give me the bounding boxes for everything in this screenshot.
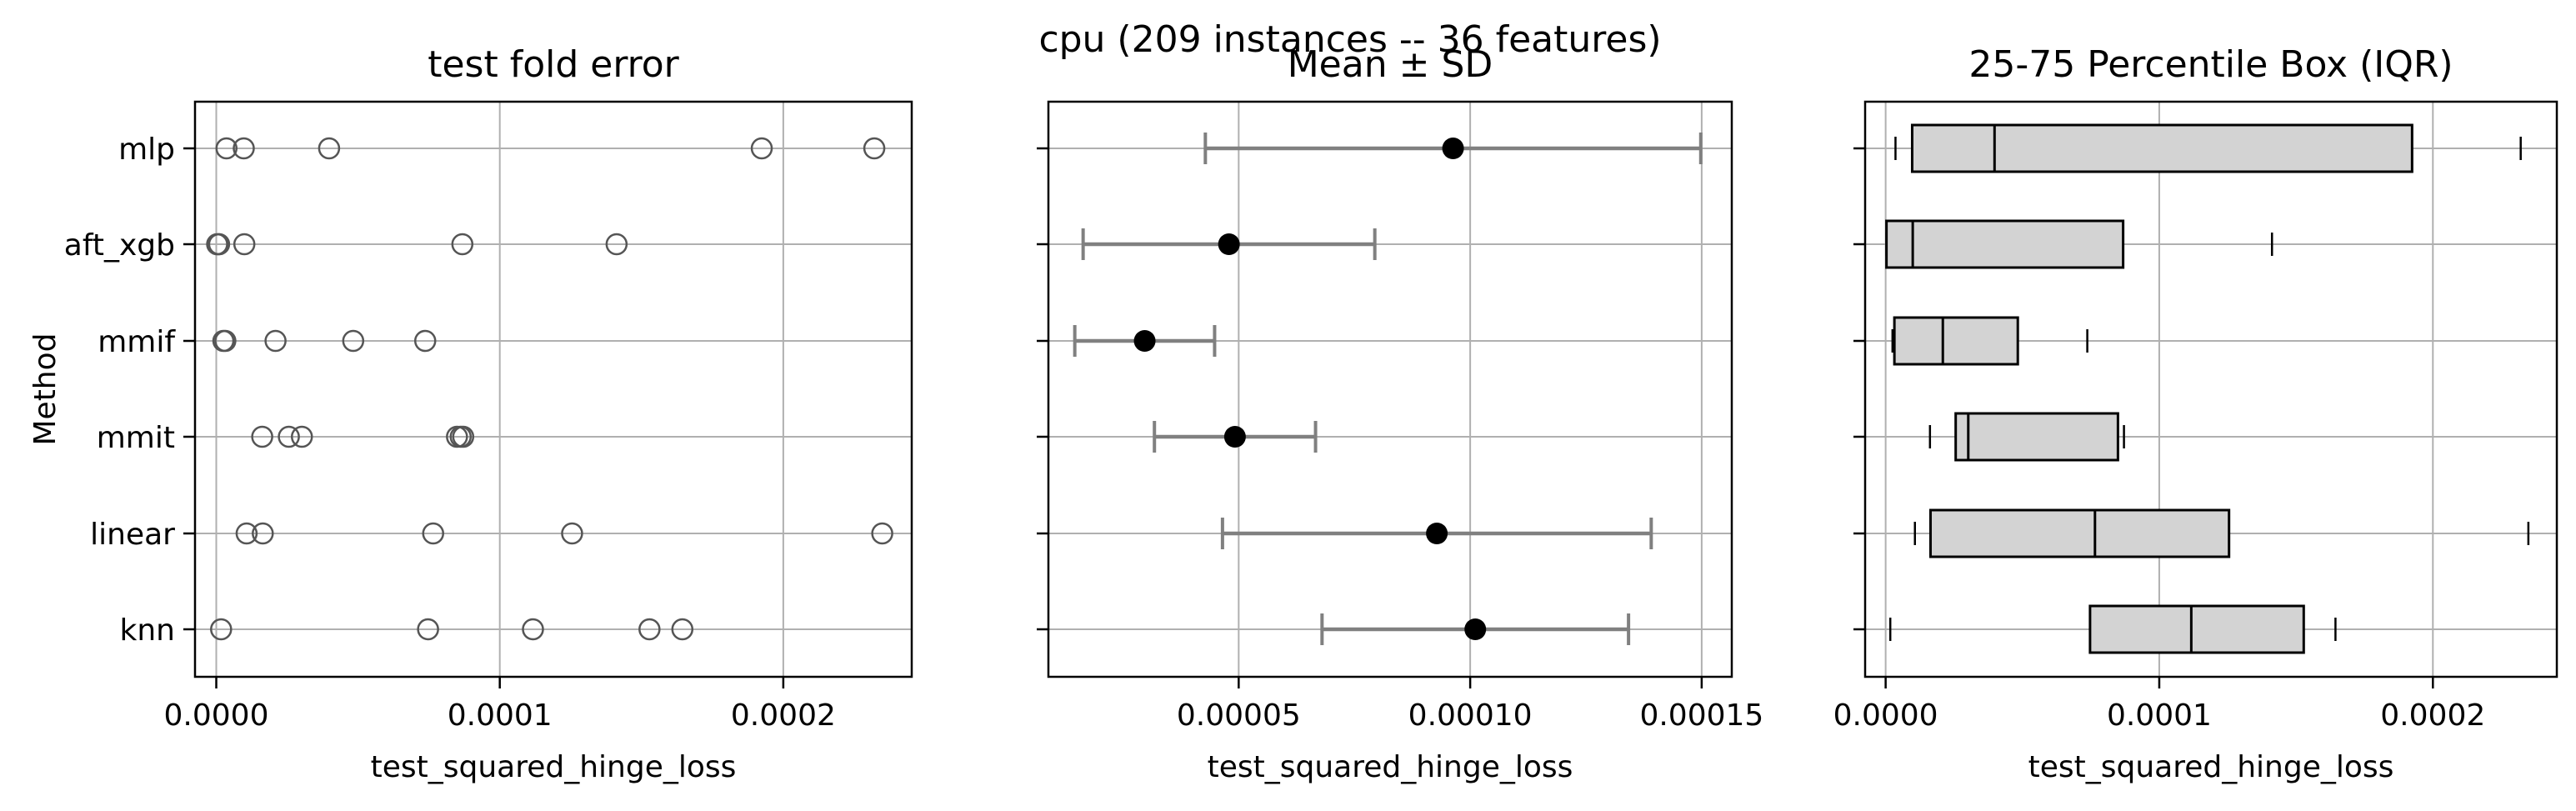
mean-point: [1223, 426, 1246, 448]
panel-mean-sd: 0.00005 0.00010 0.00015 Mean ± SD test_squar…: [1037, 43, 1763, 784]
x-tick-label: 0.0000: [164, 698, 269, 733]
data-point: [214, 329, 237, 353]
data-point: [452, 425, 475, 448]
x-tick-label: 0.0002: [2380, 698, 2485, 733]
x-tick-label: 0.0001: [448, 698, 553, 733]
y-tick-label: mmit: [97, 421, 175, 455]
data-point: [522, 618, 544, 641]
y-tick-label: mlp: [118, 133, 175, 167]
data-point: [235, 522, 258, 545]
mean-point: [1218, 233, 1240, 255]
data-point: [871, 522, 893, 545]
data-point: [671, 618, 694, 641]
panel-iqr-box: 0.0000 0.0001 0.0002 25-75 Percentile Box (…: [1833, 43, 2558, 784]
y-tick-label: linear: [90, 518, 175, 552]
data-point: [233, 137, 255, 160]
iqr-box: [1910, 123, 2413, 173]
iqr-box: [1893, 316, 2019, 366]
data-point: [251, 425, 273, 448]
y-tick-label: knn: [120, 613, 175, 648]
x-tick-label: 0.00005: [1177, 698, 1301, 733]
mean-point: [1426, 523, 1448, 544]
axes-title: test fold error: [428, 43, 679, 86]
data-point: [210, 618, 233, 641]
x-tick-label: 0.0002: [731, 698, 836, 733]
data-point: [291, 425, 313, 448]
x-tick-label: 0.0000: [1833, 698, 1938, 733]
x-tick-label: 0.00010: [1408, 698, 1533, 733]
data-point: [318, 137, 341, 160]
axes-title: Mean ± SD: [1288, 43, 1493, 86]
data-point: [233, 233, 256, 256]
axes-frame: [1047, 100, 1733, 678]
axes-frame: [193, 100, 913, 678]
iqr-box: [2088, 604, 2305, 654]
data-point: [278, 425, 300, 448]
data-point: [451, 233, 474, 256]
x-tick-label: 0.0001: [2107, 698, 2212, 733]
iqr-box: [1954, 412, 2119, 462]
axes-title: 25-75 Percentile Box (IQR): [1968, 43, 2453, 86]
axes-frame: [1863, 100, 2558, 678]
data-point: [417, 618, 439, 641]
iqr-box: [1885, 219, 2125, 269]
data-point: [413, 329, 437, 353]
y-tick-label: mmif: [98, 325, 176, 359]
data-point: [605, 233, 628, 256]
data-point: [561, 522, 583, 545]
x-axis-label: test_squared_hinge_loss: [2028, 750, 2394, 784]
data-point: [638, 618, 661, 641]
x-tick-label: 0.00015: [1639, 698, 1763, 733]
mean-point: [1133, 330, 1156, 352]
data-point: [252, 522, 274, 545]
data-point: [750, 137, 773, 160]
data-point: [342, 329, 365, 353]
mean-point: [1442, 138, 1464, 159]
figure-suptitle: cpu (209 instances -- 36 features): [1038, 18, 1661, 61]
x-axis-label: test_squared_hinge_loss: [371, 750, 737, 784]
y-tick-label: aft_xgb: [64, 228, 175, 263]
data-point: [422, 522, 445, 545]
data-point: [208, 233, 231, 256]
x-axis-label: test_squared_hinge_loss: [1208, 750, 1573, 784]
mean-point: [1464, 618, 1487, 640]
iqr-box: [1928, 508, 2231, 558]
y-axis-label: Method: [28, 333, 63, 445]
data-point: [215, 137, 238, 160]
data-point: [863, 137, 886, 160]
data-point: [264, 329, 287, 353]
